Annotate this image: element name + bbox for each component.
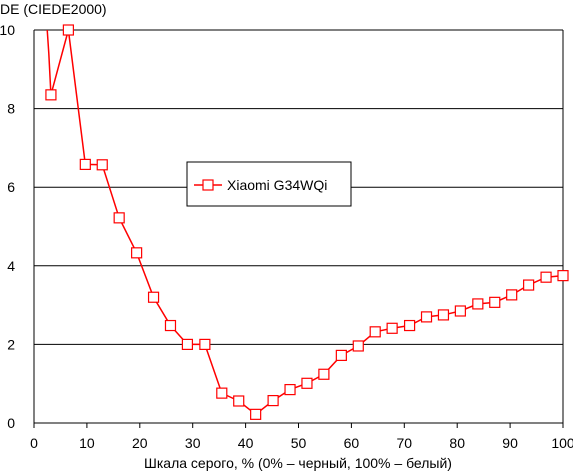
y-tick-label: 4 [7, 258, 15, 274]
x-tick-label: 20 [132, 435, 148, 451]
data-point [250, 408, 262, 420]
x-tick-label: 100 [551, 435, 573, 451]
y-tick-label: 10 [0, 22, 15, 38]
data-point [199, 338, 211, 350]
data-point [352, 340, 364, 352]
x-tick-label: 30 [185, 435, 201, 451]
x-tick-label: 70 [397, 435, 413, 451]
legend-box [186, 161, 352, 207]
data-point [437, 309, 450, 321]
data-point [45, 89, 57, 101]
data-point [318, 368, 330, 380]
data-point [335, 349, 347, 362]
data-point [403, 319, 416, 332]
data-point [164, 319, 177, 332]
gridlines [34, 29, 564, 423]
data-point [284, 383, 296, 396]
x-tick-label: 50 [291, 435, 307, 451]
data-point [96, 159, 108, 171]
data-point [420, 311, 433, 323]
data-point [489, 296, 501, 308]
x-tick-label: 10 [79, 435, 95, 451]
data-point [472, 298, 484, 310]
legend-label: Xiaomi G34WQi [227, 177, 327, 193]
x-tick-labels: 0 10 20 30 40 50 60 70 80 90 100 [30, 423, 573, 451]
data-point [181, 338, 194, 350]
y-tick-labels: 0 2 4 6 8 10 [0, 22, 15, 431]
data-point [267, 394, 279, 407]
y-tick-label: 6 [7, 179, 15, 195]
data-point [233, 395, 245, 407]
data-point [454, 305, 466, 317]
data-point [506, 289, 518, 301]
legend-marker [202, 179, 214, 191]
data-point [131, 247, 143, 259]
data-point [62, 24, 74, 36]
series-group [45, 24, 569, 420]
data-point [369, 326, 381, 338]
y-tick-label: 2 [7, 336, 15, 352]
y-tick-label: 8 [7, 101, 15, 117]
x-axis-title: Шкала серого, % (0% – черный, 100% – бел… [144, 455, 452, 471]
data-point [147, 291, 160, 303]
x-tick-label: 80 [449, 435, 465, 451]
x-tick-label: 60 [344, 435, 360, 451]
data-point [540, 271, 552, 283]
data-point [386, 322, 398, 334]
x-tick-label: 0 [30, 435, 38, 451]
data-point [79, 158, 91, 171]
legend: Xiaomi G34WQi [186, 161, 352, 207]
data-point [557, 270, 569, 282]
axes [33, 30, 563, 424]
data-point [113, 212, 125, 224]
y-axis-title: DE (CIEDE2000) [0, 1, 107, 17]
data-point [523, 279, 535, 291]
x-tick-label: 40 [238, 435, 254, 451]
y-tick-label: 0 [7, 415, 15, 431]
x-tick-label: 90 [502, 435, 518, 451]
data-point [216, 387, 228, 399]
data-point [301, 377, 313, 389]
